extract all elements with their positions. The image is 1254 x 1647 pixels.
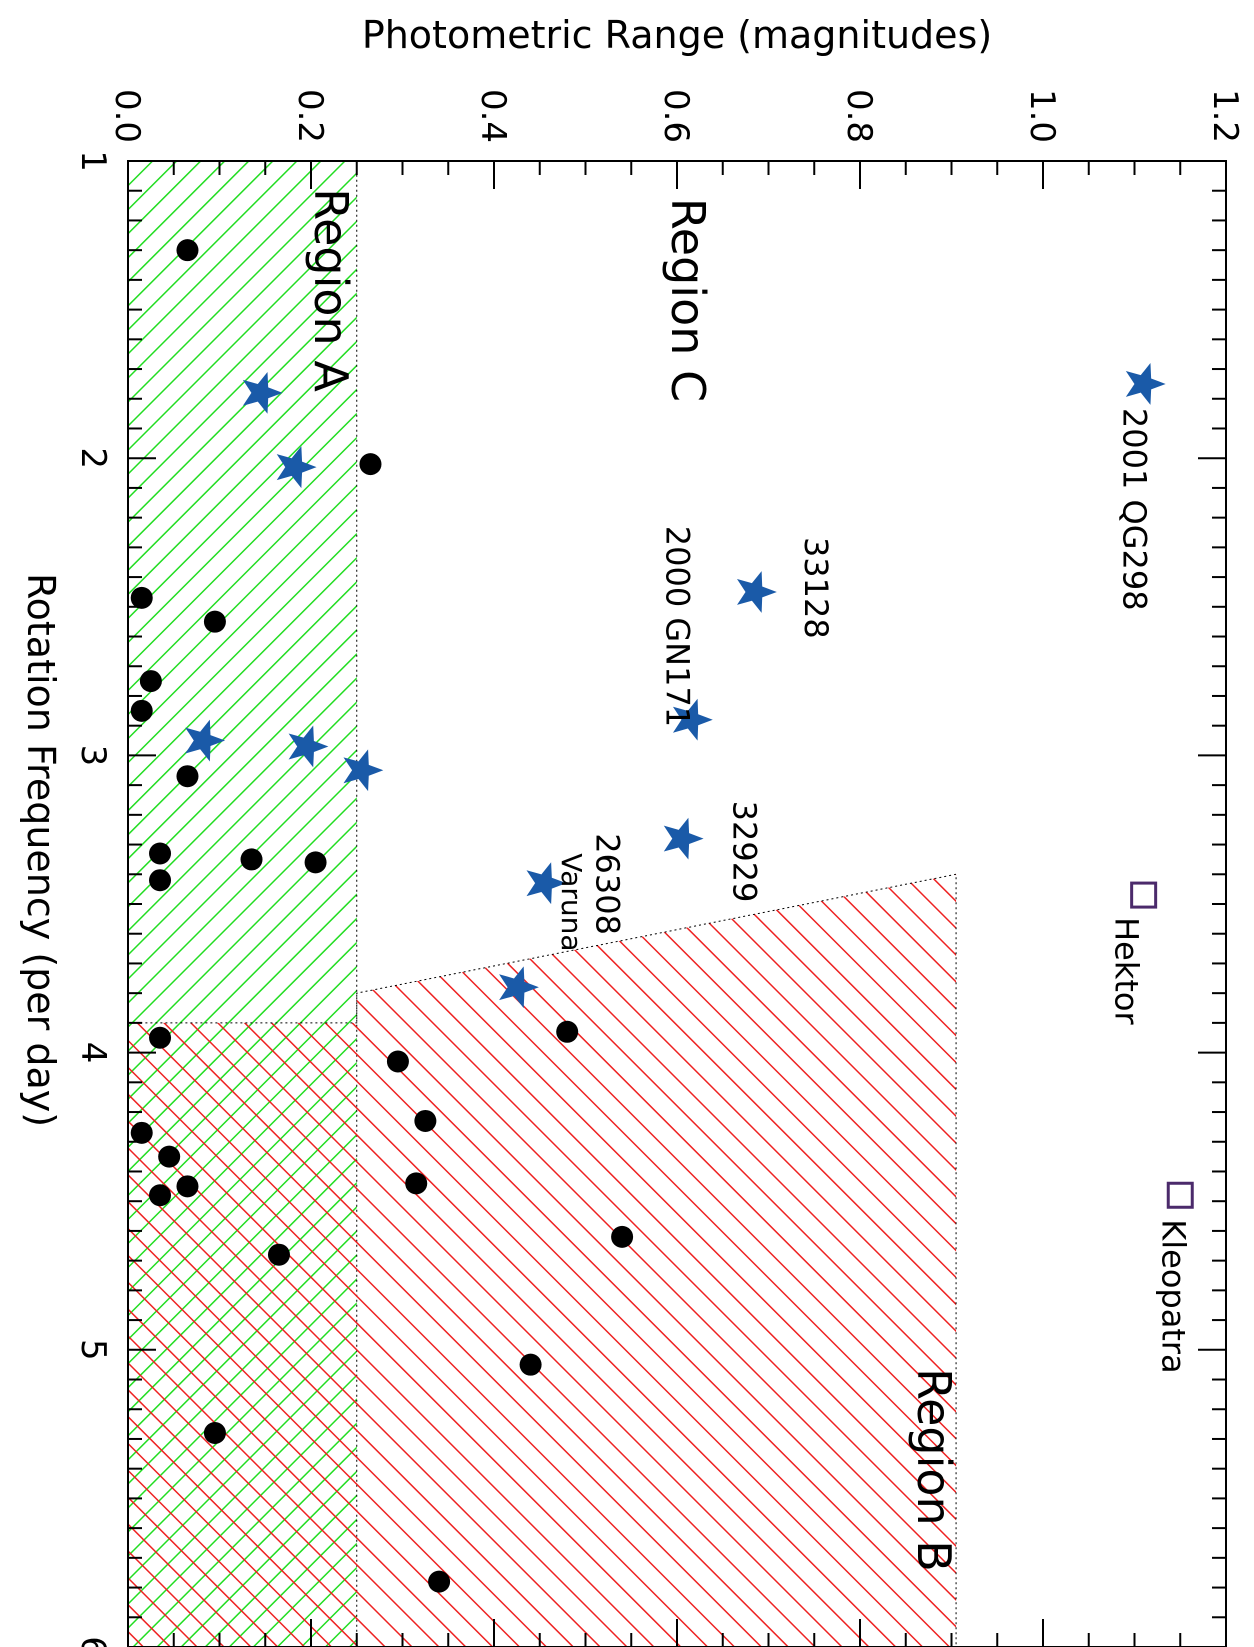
point-star — [526, 862, 567, 905]
point-circle — [130, 586, 153, 609]
point-circle — [149, 1184, 172, 1207]
point-circle — [130, 699, 153, 722]
y-tick-label: 0.8 — [839, 89, 879, 143]
point-circle — [556, 1020, 579, 1043]
point-star — [185, 719, 226, 762]
annotations: 2001 QG298 33128 2000 GN171 32929 26308Varun… — [555, 408, 1192, 1374]
region-label-region-c: Region C — [661, 198, 715, 402]
annotation-label: Varuna — [555, 853, 588, 951]
y-axis-ticks: 0.0 0.2 0.4 0.6 0.8 1.0 1.2 — [107, 89, 1245, 1647]
point-circle — [149, 869, 172, 892]
point-square — [1130, 881, 1158, 909]
point-star — [242, 371, 283, 414]
point-star — [288, 725, 329, 768]
annotation-label: 2001 QG298 — [1116, 408, 1154, 611]
y-tick-label: 1.2 — [1205, 89, 1245, 143]
point-circle — [176, 765, 199, 788]
point-circle — [519, 1353, 542, 1376]
x-tick-label: 2 — [73, 447, 113, 469]
y-tick-label: 0.0 — [107, 89, 147, 143]
x-tick-label: 5 — [73, 1339, 113, 1361]
region-region-b — [128, 873, 957, 1647]
point-circle — [386, 1050, 409, 1073]
point-circle — [304, 851, 327, 874]
point-star — [276, 446, 317, 489]
x-axis-ticks: 1 2 3 4 5 6 — [73, 150, 1226, 1647]
point-circle — [414, 1109, 437, 1132]
point-circle — [176, 1175, 199, 1198]
x-tick-label: 4 — [73, 1042, 113, 1064]
point-star — [672, 698, 713, 741]
x-tick-label: 1 — [73, 150, 113, 172]
point-circle — [611, 1225, 634, 1248]
annotation-label: 2000 GN171 — [659, 526, 697, 727]
point-circle — [139, 670, 162, 693]
region-label-region-a: Region A — [304, 188, 358, 392]
data-points — [130, 239, 1194, 1593]
point-star — [1125, 362, 1166, 405]
point-circle — [158, 1145, 181, 1168]
region-label-region-b: Region B — [907, 1368, 961, 1572]
annotation-label: Kleopatra — [1154, 1219, 1192, 1373]
y-tick-label: 0.6 — [656, 89, 696, 143]
regions-layer — [128, 161, 957, 1647]
point-circle — [428, 1570, 451, 1593]
point-circle — [359, 453, 382, 476]
point-star — [663, 817, 704, 860]
point-circle — [130, 1121, 153, 1144]
point-circle — [149, 1026, 172, 1049]
point-circle — [240, 848, 263, 871]
y-axis-label: Photometric Range (magnitudes) — [362, 13, 992, 57]
point-square — [1166, 1181, 1194, 1209]
point-circle — [176, 239, 199, 262]
y-tick-label: 1.0 — [1022, 89, 1062, 143]
point-circle — [267, 1243, 290, 1266]
x-tick-label: 6 — [73, 1636, 113, 1647]
point-circle — [405, 1172, 428, 1195]
point-star — [499, 966, 539, 1009]
y-tick-label: 0.4 — [473, 89, 513, 143]
point-circle — [149, 842, 172, 865]
annotation-label: 32929 — [726, 801, 764, 903]
point-circle — [203, 1422, 226, 1445]
annotation-label: 33128 — [797, 537, 835, 639]
annotation-label: 26308 — [588, 833, 626, 935]
x-axis-label: Rotation Frequency (per day) — [19, 573, 63, 1127]
x-tick-label: 3 — [73, 745, 113, 767]
annotation-label: Hektor — [1108, 917, 1146, 1025]
point-circle — [203, 610, 226, 633]
y-tick-label: 0.2 — [290, 89, 330, 143]
point-star — [343, 749, 384, 792]
point-star — [737, 571, 777, 613]
